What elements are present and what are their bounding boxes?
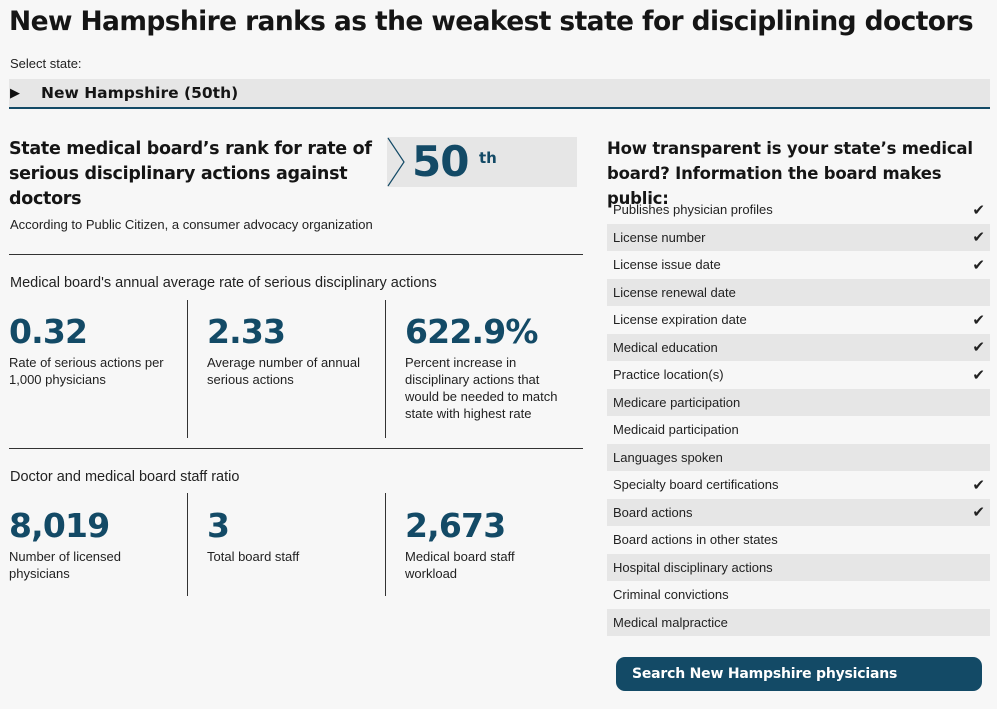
stat-value: 3	[207, 506, 230, 545]
rank-source: According to Public Citizen, a consumer …	[10, 217, 373, 232]
selected-state[interactable]: New Hampshire (50th)	[41, 84, 239, 102]
transparency-row: License issue date ✔	[607, 251, 990, 279]
stat-value: 8,019	[9, 506, 110, 545]
transparency-list: Publishes physician profiles ✔ License num…	[607, 196, 990, 636]
divider	[187, 300, 188, 438]
rank-badge: 50 th	[387, 137, 577, 187]
stat-annual-actions: 2.33 Average number of annual serious ac…	[207, 312, 367, 388]
expand-triangle-icon[interactable]: ▶	[10, 85, 20, 100]
page-title: New Hampshire ranks as the weakest state…	[9, 6, 974, 37]
transparency-item-label: License expiration date	[613, 312, 747, 328]
transparency-row: Board actions in other states	[607, 526, 990, 554]
rank-heading: State medical board’s rank for rate of s…	[9, 139, 372, 209]
transparency-row: License expiration date ✔	[607, 306, 990, 334]
checkmark-icon: ✔	[972, 256, 985, 274]
stat-description: Number of licensed physicians	[9, 549, 121, 581]
transparency-item-label: License number	[613, 229, 706, 245]
divider	[385, 493, 386, 596]
stat-value: 2.33	[207, 312, 286, 351]
stat-value: 0.32	[9, 312, 88, 351]
transparency-item-label: Specialty board certifications	[613, 477, 779, 493]
divider	[187, 493, 188, 596]
transparency-item-label: Hospital disciplinary actions	[613, 559, 773, 575]
transparency-item-label: Medical education	[613, 339, 718, 355]
divider	[385, 300, 386, 438]
stat-description: Medical board staff workload	[405, 549, 515, 581]
rank-suffix: th	[479, 149, 497, 167]
transparency-item-label: Medicaid participation	[613, 422, 739, 438]
transparency-item-label: Board actions	[613, 504, 693, 520]
stat-licensed-physicians: 8,019 Number of licensed physicians	[9, 506, 169, 582]
divider	[9, 254, 583, 255]
divider	[9, 448, 583, 449]
transparency-row: Medicaid participation	[607, 416, 990, 444]
stat-description: Percent increase in disciplinary actions…	[405, 355, 558, 421]
select-state-label: Select state:	[10, 56, 82, 71]
search-physicians-button[interactable]: Search New Hampshire physicians	[616, 657, 982, 691]
transparency-row: Board actions ✔	[607, 498, 990, 526]
transparency-row: Specialty board certifications ✔	[607, 471, 990, 499]
checkmark-icon: ✔	[972, 366, 985, 384]
stat-board-staff: 3 Total board staff	[207, 506, 367, 565]
transparency-row: Hospital disciplinary actions	[607, 553, 990, 581]
stat-value: 2,673	[405, 506, 506, 545]
stat-description: Total board staff	[207, 549, 300, 564]
checkmark-icon: ✔	[972, 504, 985, 522]
rank-number: 50	[412, 137, 469, 186]
stat-staff-workload: 2,673 Medical board staff workload	[405, 506, 565, 582]
transparency-heading: How transparent is your state’s medical …	[607, 139, 973, 208]
transparency-item-label: Publishes physician profiles	[613, 202, 773, 218]
staff-section-label: Doctor and medical board staff ratio	[10, 469, 240, 485]
stat-description: Average number of annual serious actions	[207, 355, 360, 387]
transparency-row: Criminal convictions	[607, 581, 990, 609]
stat-percent-increase: 622.9% Percent increase in disciplinary …	[405, 312, 565, 422]
transparency-item-label: Medicare participation	[613, 394, 741, 410]
checkmark-icon: ✔	[972, 339, 985, 357]
transparency-row: License renewal date	[607, 278, 990, 306]
transparency-item-label: Languages spoken	[613, 449, 723, 465]
transparency-row: Publishes physician profiles ✔	[607, 196, 990, 224]
transparency-item-label: License renewal date	[613, 284, 736, 300]
stat-description: Rate of serious actions per 1,000 physic…	[9, 355, 164, 387]
state-selector[interactable]: ▶ New Hampshire (50th)	[9, 79, 990, 109]
checkmark-icon: ✔	[972, 201, 985, 219]
checkmark-icon: ✔	[972, 311, 985, 329]
transparency-item-label: Practice location(s)	[613, 367, 724, 383]
transparency-item-label: Board actions in other states	[613, 532, 778, 548]
transparency-row: Medical malpractice	[607, 608, 990, 636]
transparency-row: Medicare participation	[607, 388, 990, 416]
transparency-row: Languages spoken	[607, 443, 990, 471]
stat-rate-per-1000: 0.32 Rate of serious actions per 1,000 p…	[9, 312, 169, 388]
chevron-right-icon	[387, 137, 405, 187]
transparency-item-label: Medical malpractice	[613, 614, 728, 630]
transparency-row: Practice location(s) ✔	[607, 361, 990, 389]
transparency-row: Medical education ✔	[607, 333, 990, 361]
checkmark-icon: ✔	[972, 476, 985, 494]
checkmark-icon: ✔	[972, 229, 985, 247]
disciplinary-section-label: Medical board's annual average rate of s…	[10, 275, 437, 291]
transparency-item-label: Criminal convictions	[613, 587, 729, 603]
stat-value: 622.9%	[405, 312, 538, 351]
transparency-row: License number ✔	[607, 223, 990, 251]
transparency-item-label: License issue date	[613, 257, 721, 273]
